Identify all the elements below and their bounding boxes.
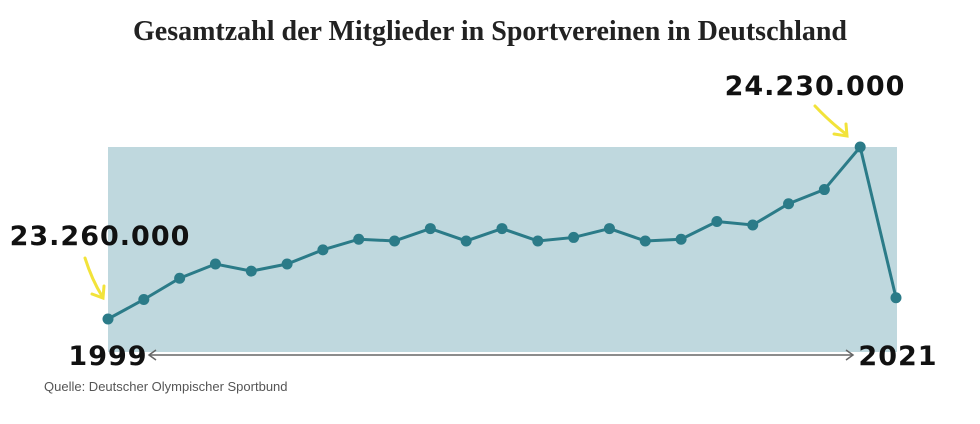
data-point bbox=[138, 293, 150, 305]
time-arrow bbox=[147, 349, 855, 361]
value-label: 24.230.000 bbox=[725, 71, 906, 102]
data-point bbox=[424, 223, 436, 235]
data-point bbox=[532, 235, 544, 247]
data-point bbox=[854, 141, 866, 153]
data-point bbox=[245, 265, 257, 277]
data-point bbox=[389, 235, 401, 247]
data-point bbox=[603, 223, 615, 235]
data-point bbox=[711, 215, 723, 227]
x-tick-label: 1999 bbox=[68, 341, 147, 372]
highlight-arrows bbox=[83, 104, 849, 301]
data-point bbox=[281, 258, 293, 270]
data-point bbox=[747, 219, 759, 231]
value-label: 23.260.000 bbox=[10, 221, 191, 252]
source-note: Quelle: Deutscher Olympischer Sportbund bbox=[44, 379, 288, 394]
data-point bbox=[818, 184, 830, 196]
data-point bbox=[317, 244, 329, 256]
data-point bbox=[496, 223, 508, 235]
data-point bbox=[890, 292, 902, 304]
chart-title: Gesamtzahl der Mitglieder in Sportverein… bbox=[133, 16, 847, 47]
data-point bbox=[102, 313, 114, 325]
data-point bbox=[174, 272, 186, 284]
data-point bbox=[460, 235, 472, 247]
data-point bbox=[783, 198, 795, 210]
data-point bbox=[353, 233, 365, 245]
plot-background bbox=[108, 147, 897, 352]
data-point bbox=[209, 258, 221, 270]
data-point bbox=[675, 233, 687, 245]
data-point bbox=[568, 231, 580, 243]
x-tick-label: 2021 bbox=[858, 341, 937, 372]
data-point bbox=[639, 235, 651, 247]
